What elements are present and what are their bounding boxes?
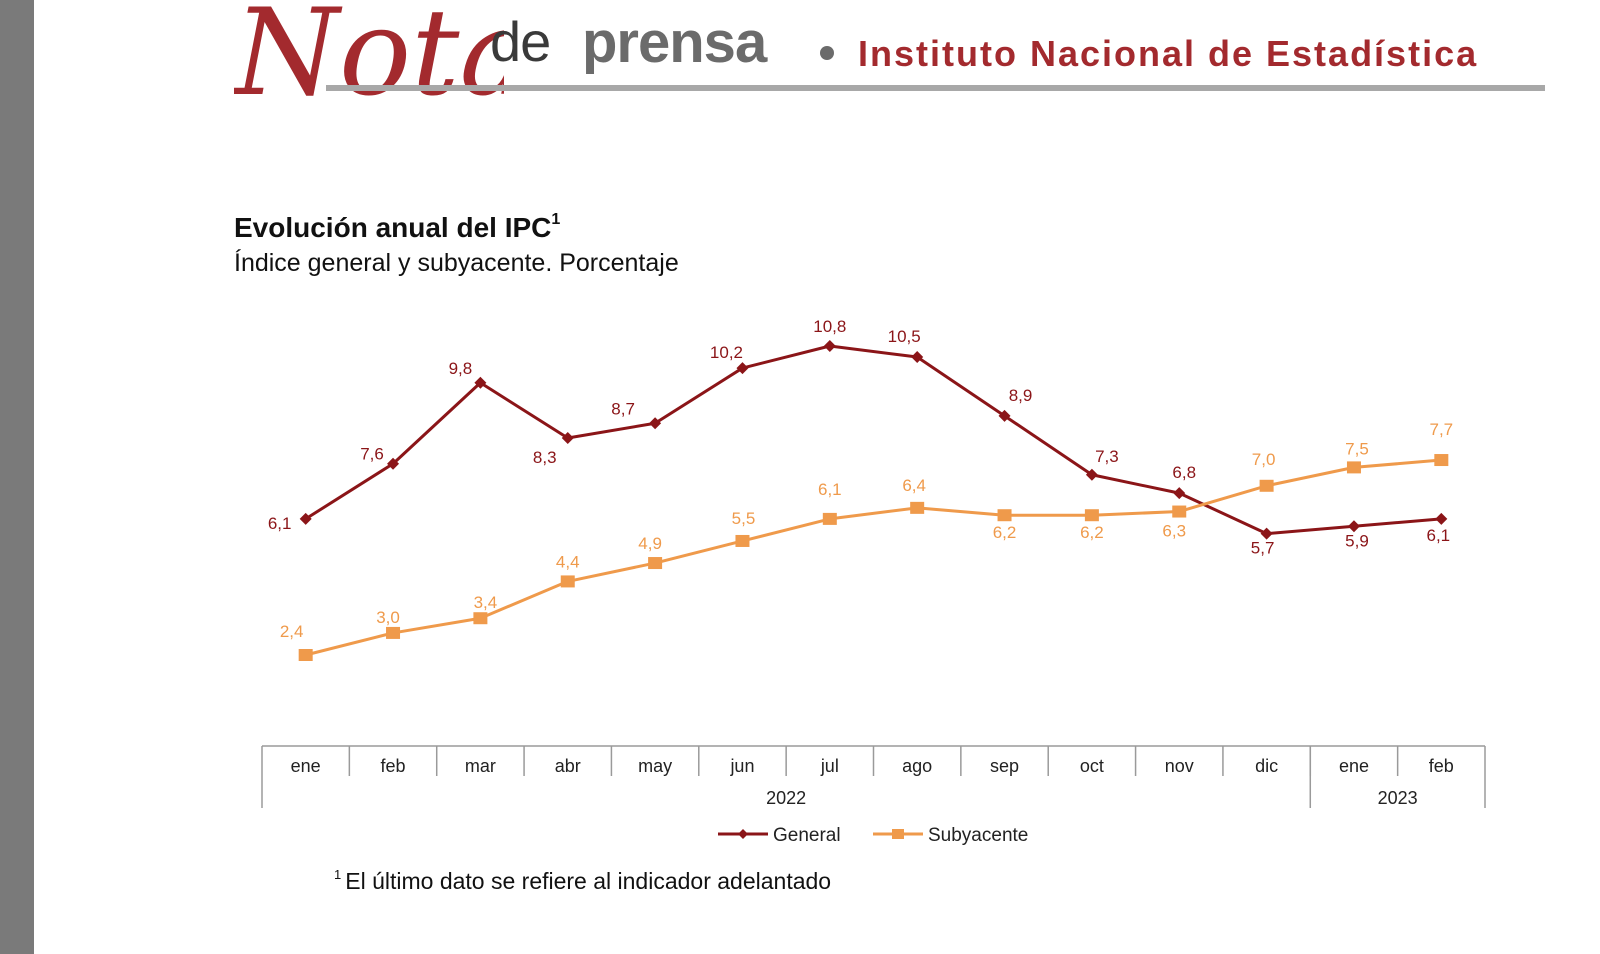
- data-label-subyacente: 6,2: [993, 523, 1017, 542]
- data-point-subyacente: [910, 501, 925, 514]
- data-point-subyacente: [1084, 509, 1099, 522]
- legend-label-general: General: [773, 825, 841, 846]
- month-tick-label: feb: [381, 756, 406, 776]
- header-institution: Instituto Nacional de Estadística: [858, 33, 1479, 74]
- press-note-page: Notas de prensa Instituto Nacional de Es…: [34, 0, 1600, 954]
- data-point-general: [561, 431, 574, 444]
- data-point-subyacente: [386, 626, 401, 639]
- chart-title-text: Evolución anual del IPC: [234, 212, 552, 243]
- data-label-subyacente: 6,1: [818, 480, 842, 499]
- data-label-subyacente: 3,4: [474, 593, 498, 612]
- data-point-general: [823, 340, 836, 352]
- legend: General Subyacente: [718, 825, 1028, 846]
- data-point-subyacente: [1434, 454, 1449, 467]
- month-tick-label: abr: [555, 756, 581, 776]
- month-tick-label: mar: [465, 756, 496, 776]
- header-de: de: [490, 10, 551, 73]
- data-label-general: 6,1: [1427, 526, 1451, 545]
- data-label-general: 8,3: [533, 448, 557, 467]
- series-line-subyacente: [305, 458, 1442, 657]
- data-label-subyacente: 3,0: [376, 608, 400, 627]
- notas-logo-text: Notas: [234, 0, 504, 112]
- data-point-general: [474, 376, 487, 389]
- data-label-subyacente: 6,3: [1162, 522, 1186, 541]
- data-label-subyacente: 5,5: [732, 509, 756, 528]
- month-tick-label: dic: [1255, 756, 1278, 776]
- data-label-subyacente: 4,4: [556, 552, 580, 571]
- data-label-general: 9,8: [449, 359, 473, 378]
- month-tick-label: feb: [1429, 756, 1454, 776]
- year-label: 2022: [766, 788, 806, 808]
- data-point-general: [1435, 512, 1448, 525]
- data-point-general: [387, 457, 400, 470]
- data-point-subyacente: [648, 557, 663, 570]
- data-label-general: 10,2: [710, 343, 743, 362]
- header-rule: [326, 85, 1545, 91]
- data-label-subyacente: 6,2: [1080, 523, 1104, 542]
- line-chart: 2022 2023 ene feb mar abr may jun jul ago sep oct no…: [261, 317, 1486, 846]
- data-label-general: 5,9: [1345, 531, 1369, 550]
- month-tick-label: ene: [1339, 756, 1369, 776]
- data-point-general: [1085, 468, 1098, 481]
- legend-label-subyacente: Subyacente: [928, 825, 1028, 846]
- data-point-subyacente: [560, 575, 575, 588]
- chart-subtitle: Índice general y subyacente. Porcentaje: [234, 249, 679, 277]
- data-label-general: 10,8: [813, 317, 846, 336]
- data-label-general: 7,3: [1095, 447, 1119, 466]
- header-bullet: [820, 46, 834, 60]
- header-prensa: prensa: [582, 10, 767, 75]
- month-tick-label: jun: [729, 756, 754, 776]
- data-label-general: 6,8: [1172, 463, 1196, 482]
- month-tick-label: sep: [990, 756, 1019, 776]
- left-edge-bar: [0, 0, 34, 954]
- chart-title-sup: 1: [551, 211, 561, 228]
- data-point-general: [649, 417, 662, 430]
- data-point-general: [1347, 520, 1360, 533]
- data-point-subyacente: [997, 509, 1012, 522]
- data-label-subyacente: 7,7: [1430, 420, 1454, 439]
- month-tick-label: oct: [1080, 756, 1104, 776]
- data-label-general: 8,9: [1009, 386, 1033, 405]
- month-tick-label: ago: [902, 756, 932, 776]
- data-label-subyacente: 6,4: [902, 476, 926, 495]
- data-point-subyacente: [473, 612, 488, 625]
- legend-marker-subyacente: [892, 829, 904, 839]
- data-point-subyacente: [822, 512, 837, 525]
- data-label-subyacente: 7,0: [1252, 450, 1276, 469]
- series-line-general: [304, 344, 1442, 536]
- data-point-general: [736, 362, 749, 375]
- month-tick-label: ene: [291, 756, 321, 776]
- notas-logo: Notas: [234, 0, 504, 112]
- legend-marker-general: [738, 829, 748, 839]
- data-point-subyacente: [298, 649, 313, 661]
- footnote-sup: 1: [334, 867, 342, 882]
- data-point-subyacente: [1172, 505, 1187, 518]
- data-point-general: [299, 512, 312, 525]
- footnote: 1 El último dato se refiere al indicador …: [334, 867, 832, 894]
- data-label-general: 7,6: [360, 445, 384, 464]
- month-tick-label: may: [638, 756, 672, 776]
- data-label-general: 10,5: [888, 327, 921, 346]
- data-label-subyacente: 4,9: [638, 534, 662, 553]
- data-point-general: [911, 351, 924, 364]
- data-point-general: [998, 409, 1011, 422]
- data-point-subyacente: [1259, 479, 1274, 492]
- data-point-subyacente: [735, 534, 750, 547]
- footnote-text: El último dato se refiere al indicador a…: [345, 868, 832, 894]
- category-axis: 2022 2023 ene feb mar abr may jun jul ago sep oct no…: [261, 745, 1486, 808]
- year-label: 2023: [1378, 788, 1418, 808]
- data-point-general: [1173, 487, 1186, 500]
- month-tick-label: nov: [1165, 756, 1194, 776]
- data-point-subyacente: [1346, 461, 1361, 474]
- chart-title: Evolución anual del IPC1: [234, 211, 561, 243]
- data-label-general: 6,1: [268, 514, 292, 533]
- month-tick-label: jul: [820, 756, 839, 776]
- data-label-subyacente: 2,4: [280, 622, 304, 641]
- data-point-general: [1260, 527, 1273, 540]
- data-label-general: 8,7: [611, 399, 635, 418]
- series-layer: 6,1 7,6 9,8 8,3 8,7 10,2 10,8 10,5 8,9 7,3 6,8 5,7 5…: [268, 317, 1453, 661]
- data-label-general: 5,7: [1251, 539, 1275, 558]
- data-label-subyacente: 7,5: [1345, 439, 1369, 458]
